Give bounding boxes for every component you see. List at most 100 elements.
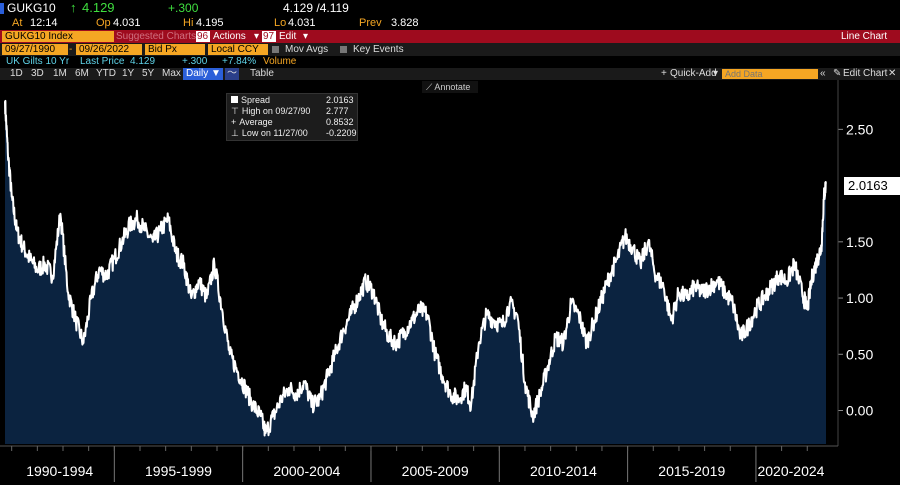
ticker-symbol[interactable]: GUKG10 xyxy=(7,1,56,15)
low-marker-icon: ⊥ xyxy=(231,128,239,138)
range-tab-5y[interactable]: 5Y xyxy=(142,68,155,79)
edit-chart-button[interactable]: Edit Chart xyxy=(843,68,888,79)
prev-label: Prev xyxy=(359,17,382,29)
high-value: 4.195 xyxy=(196,17,224,29)
y-tick-label: 0.00 xyxy=(846,403,873,419)
legend-swatch xyxy=(231,96,238,103)
key-events-label: Key Events xyxy=(353,44,404,55)
annotate-label: Annotate xyxy=(434,82,471,92)
bid-ask: 4.129 /4.119 xyxy=(283,1,349,15)
start-date-field[interactable]: 09/27/1990 xyxy=(2,44,68,55)
legend-label: Average xyxy=(239,117,273,127)
mov-avgs-checkbox[interactable] xyxy=(272,46,279,53)
chart-type-label[interactable]: Line Chart xyxy=(841,31,888,42)
x-category-label: 2000-2004 xyxy=(273,463,340,479)
actions-menu[interactable]: Actions xyxy=(213,31,246,42)
average-marker-icon: + xyxy=(231,117,237,127)
series-info: UK Gilts 10 Yr Last Price 4.129 +.300 +7… xyxy=(0,56,900,68)
x-axis: 1990-1994 1995-1999 2000-2004 2005-2009 2010… xyxy=(0,445,838,482)
line-chart-icon[interactable]: 〜 xyxy=(225,68,239,80)
edit-menu[interactable]: Edit xyxy=(279,31,297,42)
x-category-label: 2015-2019 xyxy=(658,463,725,479)
net-change: +.300 xyxy=(168,1,199,15)
series-name: UK Gilts 10 Yr xyxy=(6,56,70,67)
frequency-select[interactable]: Daily ▼ xyxy=(183,68,223,80)
legend-value: 0.8532 xyxy=(326,117,354,127)
y-axis: 0.00 0.50 1.00 1.50 2.50 xyxy=(837,80,873,446)
legend-label: Low on 11/27/00 xyxy=(241,128,308,138)
range-tab-3d[interactable]: 3D xyxy=(31,68,44,79)
add-data-input[interactable] xyxy=(722,69,818,79)
open-value: 4.031 xyxy=(113,17,141,29)
frequency-value: Daily xyxy=(186,68,209,79)
quote-header: GUKG10 ↑ 4.129 +.300 4.129 /4.119 xyxy=(0,0,900,16)
y-tick-label: 2.50 xyxy=(846,121,873,137)
key-events-checkbox[interactable] xyxy=(340,46,347,53)
range-tab-6m[interactable]: 6M xyxy=(75,68,89,79)
up-arrow-icon: ↑ xyxy=(70,0,77,15)
end-date-field[interactable]: 09/26/2022 xyxy=(76,44,142,55)
open-label: Op xyxy=(96,17,111,29)
ticker-marker xyxy=(0,3,4,14)
y-tick-label: 1.50 xyxy=(846,234,873,250)
legend-value: 2.0163 xyxy=(326,95,354,105)
range-tab-1d[interactable]: 1D xyxy=(10,68,23,79)
last-price-label: Last Price xyxy=(80,56,125,67)
last-price-value: 4.129 xyxy=(130,56,156,67)
prev-value: 3.828 xyxy=(391,17,419,29)
x-category-label: 2005-2009 xyxy=(402,463,469,479)
chart-toolbar: GUKG10 Index Suggested Charts 96 Actions… xyxy=(0,30,900,43)
x-category-label: 1990-1994 xyxy=(26,463,93,479)
x-category-label: 2010-2014 xyxy=(530,463,597,479)
high-label: Hi xyxy=(183,17,194,29)
change-value: +.300 xyxy=(182,56,208,67)
date-separator: - xyxy=(69,44,73,55)
volume-label: Volume xyxy=(263,56,297,67)
low-value: 4.031 xyxy=(288,17,316,29)
legend-label: High on 09/27/90 xyxy=(241,106,311,116)
legend-value: 2.777 xyxy=(326,106,349,116)
table-button[interactable]: Table xyxy=(250,68,274,79)
legend-row-low: ⊥ Low on 11/27/00 -0.2209 xyxy=(231,128,357,139)
legend-value: -0.2209 xyxy=(326,128,357,138)
plus-icon: + xyxy=(661,68,667,79)
range-bar: 1D 3D 1M 6M YTD 1Y 5Y Max Daily ▼ 〜 Tabl… xyxy=(0,68,900,80)
change-percent: +7.84% xyxy=(222,56,257,67)
last-price: 4.129 xyxy=(82,0,115,15)
mov-avgs-label: Mov Avgs xyxy=(285,44,329,55)
actions-hotkey: 96 xyxy=(196,31,210,42)
actions-chevron-icon: ▾ xyxy=(254,31,260,42)
low-label: Lo xyxy=(274,17,287,29)
quote-details: At 12:14 Op 4.031 Hi 4.195 Lo 4.031 Prev… xyxy=(0,16,900,31)
close-icon[interactable]: ✕ xyxy=(888,68,897,79)
quick-add-button[interactable]: Quick-Add xyxy=(670,68,717,79)
legend-row-average: + Average 0.8532 xyxy=(231,117,355,128)
range-tab-ytd[interactable]: YTD xyxy=(96,68,116,79)
legend-row-spread: Spread 2.0163 xyxy=(231,95,355,106)
legend-box: Spread 2.0163 ⊤ High on 09/27/90 2.777 + A… xyxy=(226,93,358,141)
y-tick-label: 1.00 xyxy=(846,290,873,306)
x-category-label: 2020-2024 xyxy=(757,463,824,479)
series-area xyxy=(5,100,826,445)
legend-row-high: ⊤ High on 09/27/90 2.777 xyxy=(231,106,355,117)
edit-chevron-icon: ▾ xyxy=(303,31,309,42)
range-tab-max[interactable]: Max xyxy=(162,68,181,79)
quick-add-chevron-icon: ▾ xyxy=(713,68,719,79)
legend-label: Spread xyxy=(241,95,271,105)
y-tick-label: 0.50 xyxy=(846,346,873,362)
collapse-icon[interactable]: « xyxy=(820,68,826,79)
chart-area[interactable]: 0.00 0.50 1.00 1.50 2.50 1990-1994 1995-1999 2… xyxy=(0,80,900,485)
field-select[interactable]: Bid Px xyxy=(145,44,205,55)
quote-time: 12:14 xyxy=(30,17,58,29)
series-line xyxy=(4,99,827,437)
range-tab-1m[interactable]: 1M xyxy=(53,68,67,79)
currency-select[interactable]: Local CCY xyxy=(208,44,268,55)
range-tab-1y[interactable]: 1Y xyxy=(122,68,135,79)
security-field[interactable]: GUKG10 Index xyxy=(2,31,114,42)
suggested-charts-button[interactable]: Suggested Charts xyxy=(116,31,197,42)
edit-hotkey: 97 xyxy=(262,31,276,42)
at-label: At xyxy=(12,17,23,29)
annotate-button[interactable]: ⟋ Annotate xyxy=(422,81,478,93)
high-marker-icon: ⊤ xyxy=(231,106,239,116)
chart-parameters: 09/27/1990 - 09/26/2022 Bid Px Local CCY… xyxy=(0,43,900,56)
